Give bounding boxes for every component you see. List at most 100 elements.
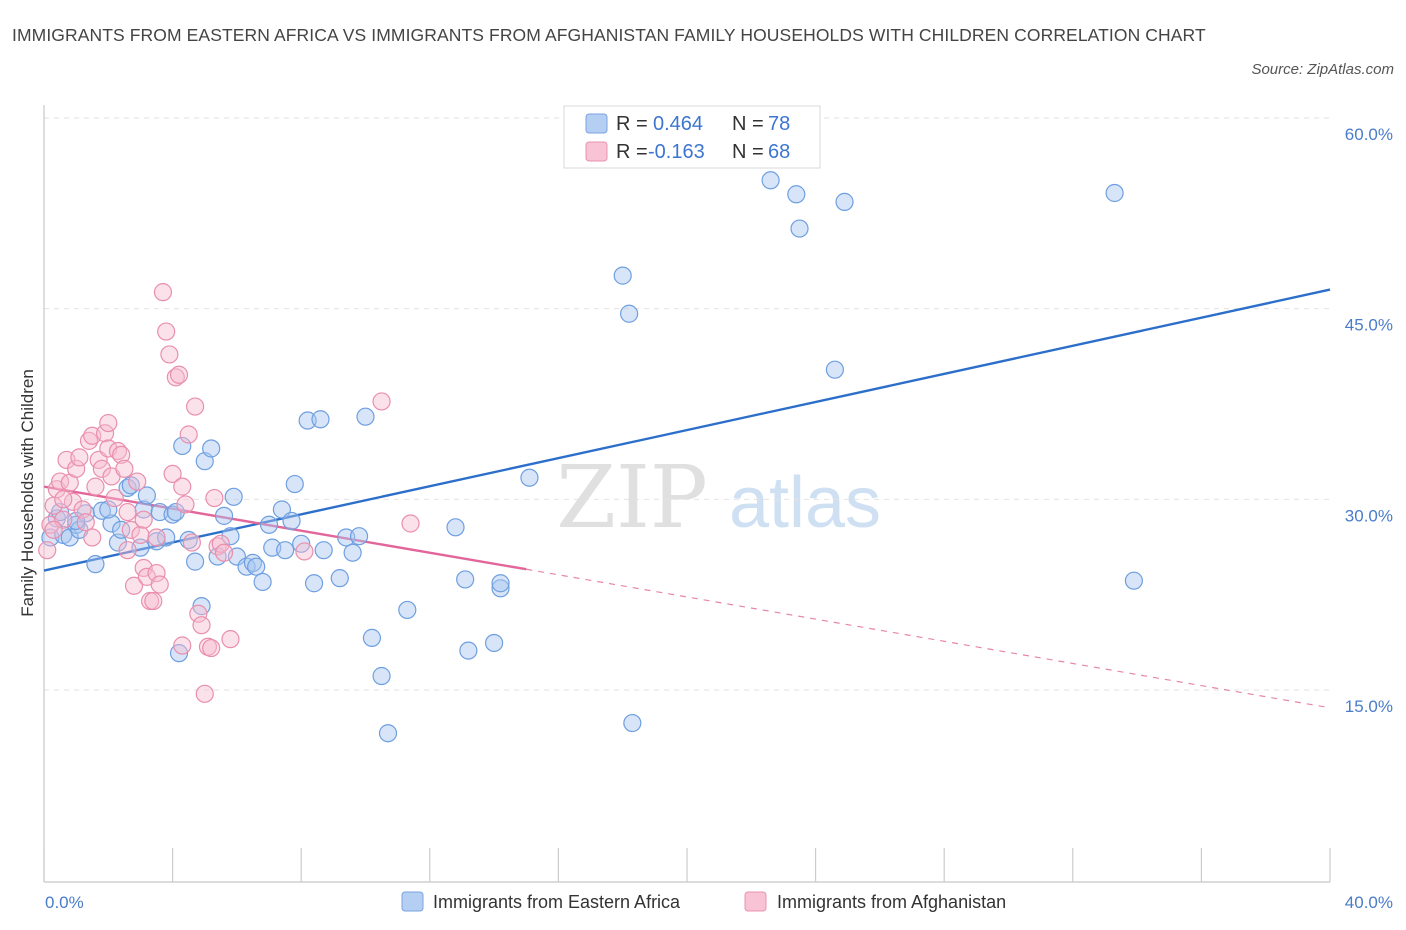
r-value-2: -0.163 xyxy=(648,141,705,163)
point-eastern-africa-20 xyxy=(157,528,176,547)
r-label-2: R = xyxy=(616,141,648,163)
point-afghanistan-62 xyxy=(372,392,391,411)
point-eastern-africa-72 xyxy=(825,360,844,379)
point-afghanistan-59 xyxy=(173,636,192,655)
point-eastern-africa-22 xyxy=(166,502,185,522)
n-value-2: 68 xyxy=(768,141,790,163)
point-afghanistan-40 xyxy=(166,368,185,387)
point-afghanistan-12 xyxy=(76,513,95,532)
point-eastern-africa-13 xyxy=(118,478,137,497)
point-eastern-africa-66 xyxy=(613,266,632,285)
point-afghanistan-45 xyxy=(182,533,201,552)
point-afghanistan-44 xyxy=(179,425,198,444)
point-afghanistan-49 xyxy=(195,684,214,703)
point-afghanistan-26 xyxy=(121,520,140,539)
point-afghanistan-63 xyxy=(401,514,420,533)
point-eastern-africa-69 xyxy=(761,171,780,190)
point-afghanistan-48 xyxy=(192,616,211,635)
gridlines xyxy=(44,117,1330,691)
point-afghanistan-13 xyxy=(79,431,99,450)
point-afghanistan-37 xyxy=(157,322,176,341)
point-eastern-africa-77 xyxy=(99,500,118,519)
watermark-atlas: atlas xyxy=(729,463,881,543)
point-eastern-africa-47 xyxy=(304,574,324,593)
point-eastern-africa-59 xyxy=(446,518,465,537)
watermark-zip: ZIP xyxy=(556,448,708,548)
point-afghanistan-28 xyxy=(128,472,147,491)
point-afghanistan-18 xyxy=(95,424,115,443)
point-eastern-africa-32 xyxy=(221,527,240,546)
point-afghanistan-38 xyxy=(160,345,179,364)
y-axis-label: Family Households with Children xyxy=(18,369,37,617)
point-eastern-africa-50 xyxy=(330,569,349,588)
trend-line-afghanistan xyxy=(43,485,527,571)
point-eastern-africa-9 xyxy=(92,501,111,520)
point-afghanistan-27 xyxy=(124,576,144,595)
point-eastern-africa-25 xyxy=(179,530,198,550)
point-eastern-africa-62 xyxy=(485,633,504,653)
point-afghanistan-4 xyxy=(50,472,70,491)
point-eastern-africa-24 xyxy=(173,436,192,456)
point-eastern-africa-74 xyxy=(1105,183,1124,203)
point-afghanistan-23 xyxy=(112,445,131,464)
point-eastern-africa-21 xyxy=(163,505,182,524)
series-legend-label-eastern-africa: Immigrants from Eastern Africa xyxy=(433,892,681,912)
point-afghanistan-29 xyxy=(131,525,150,545)
point-eastern-africa-51 xyxy=(337,528,356,547)
point-afghanistan-17 xyxy=(92,459,111,478)
point-afghanistan-66 xyxy=(99,413,118,433)
chart-title: IMMIGRANTS FROM EASTERN AFRICA VS IMMIGR… xyxy=(12,25,1206,45)
point-afghanistan-65 xyxy=(54,490,73,509)
x-axis-ticks xyxy=(43,848,1331,882)
point-afghanistan-55 xyxy=(214,543,234,562)
point-eastern-africa-70 xyxy=(787,185,806,204)
point-eastern-africa-31 xyxy=(214,506,234,525)
x-tick-label-max: 40.0% xyxy=(1345,893,1393,912)
point-eastern-africa-76 xyxy=(67,511,86,531)
point-eastern-africa-44 xyxy=(285,474,304,494)
point-eastern-africa-68 xyxy=(623,713,642,733)
point-eastern-africa-67 xyxy=(620,304,639,323)
point-eastern-africa-10 xyxy=(102,514,121,533)
point-eastern-africa-53 xyxy=(349,527,369,546)
point-afghanistan-46 xyxy=(186,397,205,416)
point-eastern-africa-26 xyxy=(186,552,205,571)
series-legend-swatch-afghanistan xyxy=(744,891,767,912)
point-afghanistan-43 xyxy=(176,495,195,514)
point-afghanistan-58 xyxy=(147,528,166,547)
point-afghanistan-15 xyxy=(86,477,105,496)
point-eastern-africa-18 xyxy=(147,532,166,551)
point-afghanistan-21 xyxy=(105,488,124,508)
point-afghanistan-39 xyxy=(163,464,182,484)
y-tick-label-60: 60.0% xyxy=(1345,125,1393,144)
r-value-1: 0.464 xyxy=(653,113,703,135)
stats-legend: R = 0.464 N = 78 R = -0.163 N = 68 xyxy=(563,105,821,169)
series-legend-label-afghanistan: Immigrants from Afghanistan xyxy=(777,892,1006,912)
point-eastern-africa-73 xyxy=(835,192,854,211)
trend-line-extension-afghanistan xyxy=(526,568,1331,709)
trend-lines xyxy=(43,288,1331,709)
point-afghanistan-56 xyxy=(221,630,240,649)
point-eastern-africa-8 xyxy=(86,555,105,574)
series-legend: Immigrants from Eastern Africa Immigrant… xyxy=(401,891,1006,912)
point-eastern-africa-65 xyxy=(520,468,539,487)
point-afghanistan-67 xyxy=(134,510,153,529)
point-eastern-africa-64 xyxy=(491,574,510,593)
point-eastern-africa-39 xyxy=(259,515,279,534)
point-afghanistan-41 xyxy=(169,365,189,384)
n-value-1: 78 xyxy=(768,113,790,135)
point-eastern-africa-61 xyxy=(459,641,478,660)
point-eastern-africa-56 xyxy=(372,666,391,686)
point-eastern-africa-75 xyxy=(1124,571,1143,590)
legend-swatch-afghanistan xyxy=(585,141,608,162)
legend-swatch-eastern-africa xyxy=(585,113,608,134)
y-tick-label-30: 30.0% xyxy=(1345,506,1393,525)
point-eastern-africa-63 xyxy=(491,579,510,598)
point-afghanistan-47 xyxy=(189,604,208,623)
point-eastern-africa-33 xyxy=(224,487,243,506)
point-afghanistan-52 xyxy=(205,488,224,508)
point-eastern-africa-55 xyxy=(362,628,382,647)
point-afghanistan-24 xyxy=(115,459,134,478)
point-afghanistan-9 xyxy=(67,459,86,478)
